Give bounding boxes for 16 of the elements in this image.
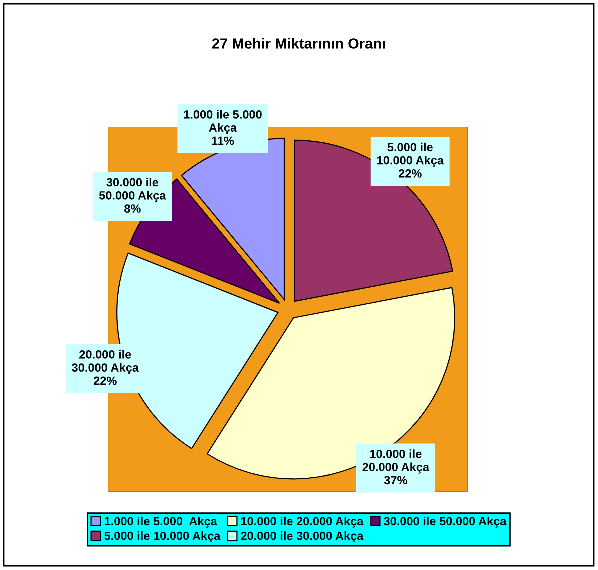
legend-label: 10.000 ile 20.000 Akça	[241, 516, 364, 528]
data-label: 37%	[384, 476, 408, 485]
slice-label: 30.000 ile 50.000 Akça	[99, 178, 166, 202]
data-label: 8%	[124, 204, 141, 213]
data-label: 22%	[398, 170, 422, 178]
data-label: 11%	[212, 136, 234, 146]
slice-label: 1.000 ile 5.000 Akça	[184, 110, 262, 134]
slice-label: 10.000 ile 20.000 Akça	[362, 450, 430, 474]
data-label: 22%	[94, 376, 117, 386]
legend-label: 30.000 ile 50.000 Akça	[384, 516, 507, 528]
slice-label: 5.000 ile 10.000 Akça	[378, 142, 444, 168]
chart-title: 27 Mehir Miktarının Oranı	[212, 38, 386, 49]
legend-label: 1.000 ile 5.000 Akça	[105, 516, 218, 528]
legend-label: 20.000 ile 30.000 Akça	[241, 532, 364, 543]
slice-label: 20.000 ile 30.000 Akça	[72, 350, 140, 374]
legend-label: 5.000 ile 10.000 Akça	[104, 532, 221, 543]
